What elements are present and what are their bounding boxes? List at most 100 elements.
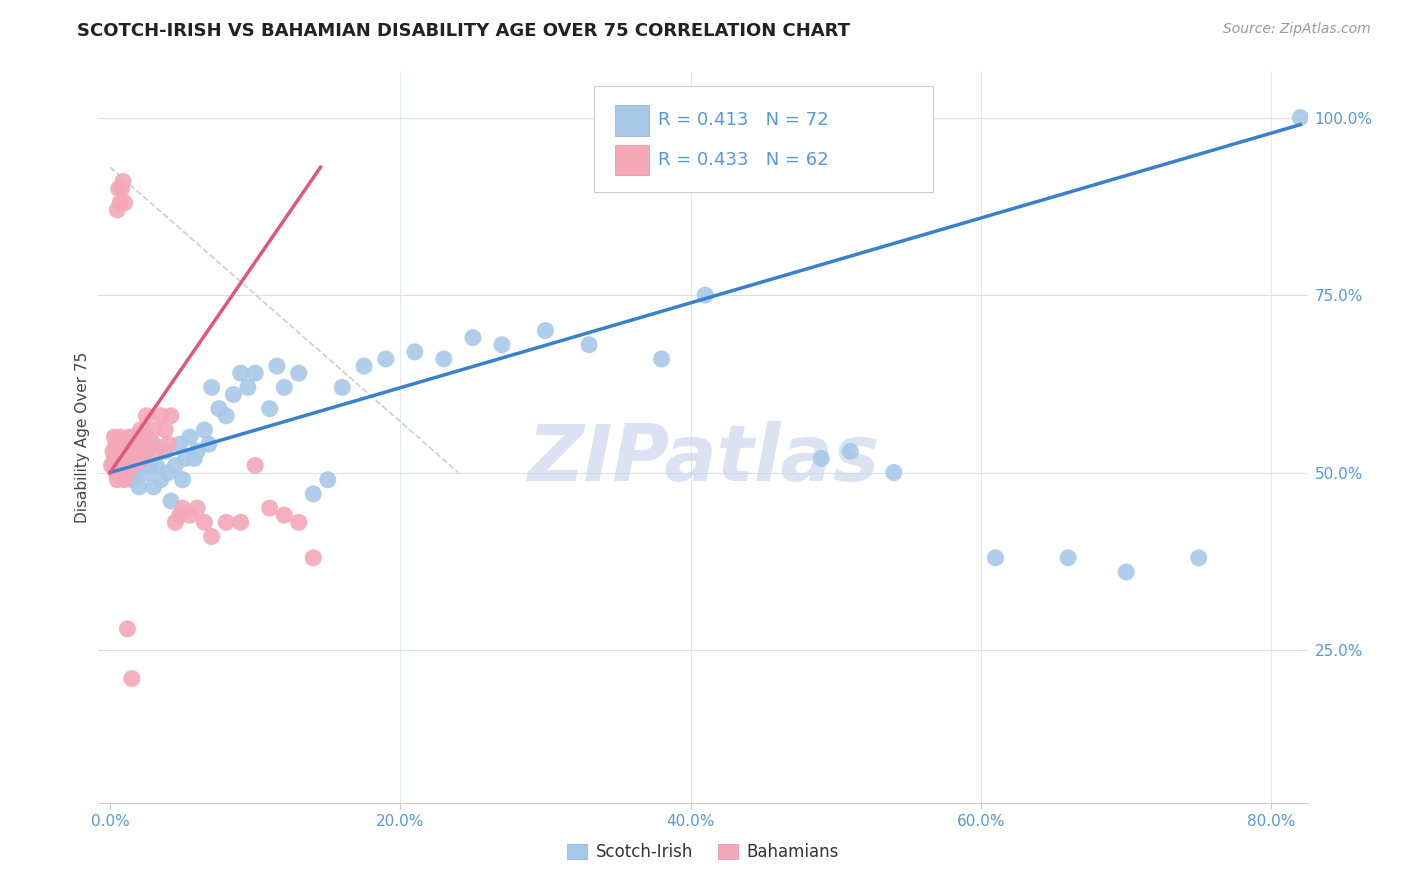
Point [131, 451, 153, 466]
Point [103, 458, 125, 473]
Point [145, 444, 167, 458]
Point [128, 437, 150, 451]
Point [112, 455, 135, 469]
Point [128, 458, 150, 473]
Point [183, 451, 205, 466]
Point [266, 359, 288, 373]
Point [208, 401, 231, 416]
Point [114, 466, 136, 480]
Point [193, 516, 215, 530]
Point [201, 529, 224, 543]
Point [121, 672, 143, 686]
Point [142, 423, 165, 437]
Point [245, 366, 267, 380]
Point [1289, 111, 1312, 125]
Point [131, 451, 153, 466]
Point [139, 458, 162, 473]
Point [149, 473, 172, 487]
Point [245, 458, 267, 473]
FancyBboxPatch shape [595, 86, 932, 192]
Point [491, 338, 513, 352]
Point [111, 181, 134, 195]
Point [121, 473, 143, 487]
Point [117, 622, 139, 636]
Point [122, 458, 145, 473]
Point [135, 466, 157, 480]
Point [236, 380, 259, 394]
Point [1115, 565, 1137, 579]
Point [404, 344, 426, 359]
Point [287, 516, 309, 530]
Point [302, 550, 325, 565]
Point [135, 430, 157, 444]
Point [186, 501, 208, 516]
Point [108, 448, 131, 462]
Point [165, 516, 187, 530]
Point [984, 550, 1007, 565]
Point [259, 501, 281, 516]
Point [108, 195, 131, 210]
Point [112, 458, 135, 473]
Point [135, 444, 157, 458]
Point [172, 501, 194, 516]
Point [124, 451, 146, 466]
Text: R = 0.413   N = 72: R = 0.413 N = 72 [658, 112, 830, 129]
Point [165, 458, 187, 473]
Point [186, 444, 208, 458]
Point [108, 451, 131, 466]
Point [215, 516, 238, 530]
Point [121, 437, 143, 451]
Point [222, 387, 245, 401]
Point [302, 487, 325, 501]
Point [153, 444, 176, 458]
Point [287, 366, 309, 380]
Point [101, 444, 124, 458]
Point [114, 451, 136, 466]
Text: R = 0.433   N = 62: R = 0.433 N = 62 [658, 151, 830, 169]
Point [174, 451, 197, 466]
Point [179, 430, 201, 444]
Text: ZIPatlas: ZIPatlas [527, 421, 879, 497]
Point [125, 466, 148, 480]
Point [107, 437, 129, 451]
Point [129, 423, 152, 437]
Point [103, 451, 125, 466]
Bar [614, 105, 648, 136]
Point [215, 409, 238, 423]
Point [105, 466, 128, 480]
Point [433, 351, 456, 366]
Point [114, 473, 136, 487]
Point [273, 380, 295, 394]
Point [142, 437, 165, 451]
Point [316, 473, 339, 487]
Point [330, 380, 353, 394]
Point [103, 430, 125, 444]
Point [201, 380, 224, 394]
Point [127, 444, 149, 458]
Point [105, 202, 128, 217]
Point [229, 516, 252, 530]
Point [131, 430, 153, 444]
Point [104, 466, 127, 480]
Text: Source: ZipAtlas.com: Source: ZipAtlas.com [1223, 22, 1371, 37]
Point [157, 437, 180, 451]
Point [839, 444, 862, 458]
Point [578, 338, 600, 352]
Point [112, 174, 135, 188]
Point [117, 458, 139, 473]
Point [108, 430, 131, 444]
Point [149, 409, 172, 423]
Point [111, 444, 134, 458]
Point [461, 331, 484, 345]
Point [193, 423, 215, 437]
Point [160, 409, 183, 423]
Point [810, 451, 832, 466]
Point [1188, 550, 1211, 565]
Point [259, 401, 281, 416]
Point [142, 480, 165, 494]
Point [135, 409, 157, 423]
Point [534, 324, 557, 338]
Point [115, 437, 138, 451]
Point [125, 444, 148, 458]
Point [353, 359, 375, 373]
